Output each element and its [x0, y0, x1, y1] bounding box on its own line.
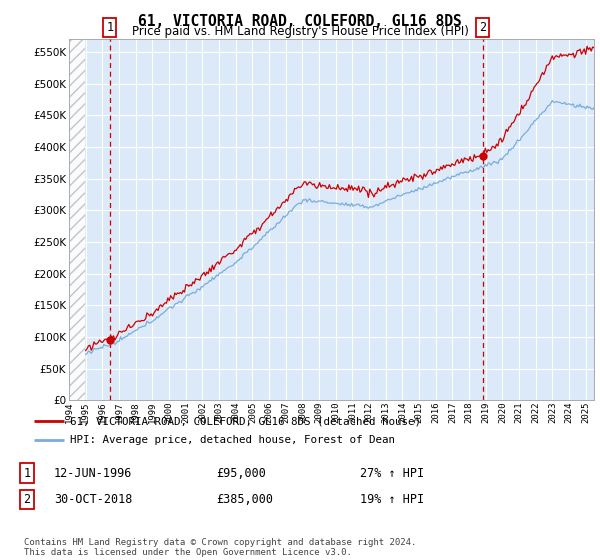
Text: £385,000: £385,000: [216, 493, 273, 506]
Text: 27% ↑ HPI: 27% ↑ HPI: [360, 466, 424, 480]
Text: 61, VICTORIA ROAD, COLEFORD, GL16 8DS: 61, VICTORIA ROAD, COLEFORD, GL16 8DS: [138, 14, 462, 29]
Text: 1: 1: [106, 21, 113, 34]
Text: Price paid vs. HM Land Registry's House Price Index (HPI): Price paid vs. HM Land Registry's House …: [131, 25, 469, 38]
Text: £95,000: £95,000: [216, 466, 266, 480]
Text: 2: 2: [23, 493, 31, 506]
Text: 19% ↑ HPI: 19% ↑ HPI: [360, 493, 424, 506]
Text: 12-JUN-1996: 12-JUN-1996: [54, 466, 133, 480]
Text: 61, VICTORIA ROAD, COLEFORD, GL16 8DS (detached house): 61, VICTORIA ROAD, COLEFORD, GL16 8DS (d…: [70, 417, 421, 426]
Text: Contains HM Land Registry data © Crown copyright and database right 2024.
This d: Contains HM Land Registry data © Crown c…: [24, 538, 416, 557]
Text: 30-OCT-2018: 30-OCT-2018: [54, 493, 133, 506]
Bar: [69, 39, 85, 400]
Text: 1: 1: [23, 466, 31, 480]
Text: 2: 2: [479, 21, 487, 34]
Text: HPI: Average price, detached house, Forest of Dean: HPI: Average price, detached house, Fore…: [70, 435, 395, 445]
